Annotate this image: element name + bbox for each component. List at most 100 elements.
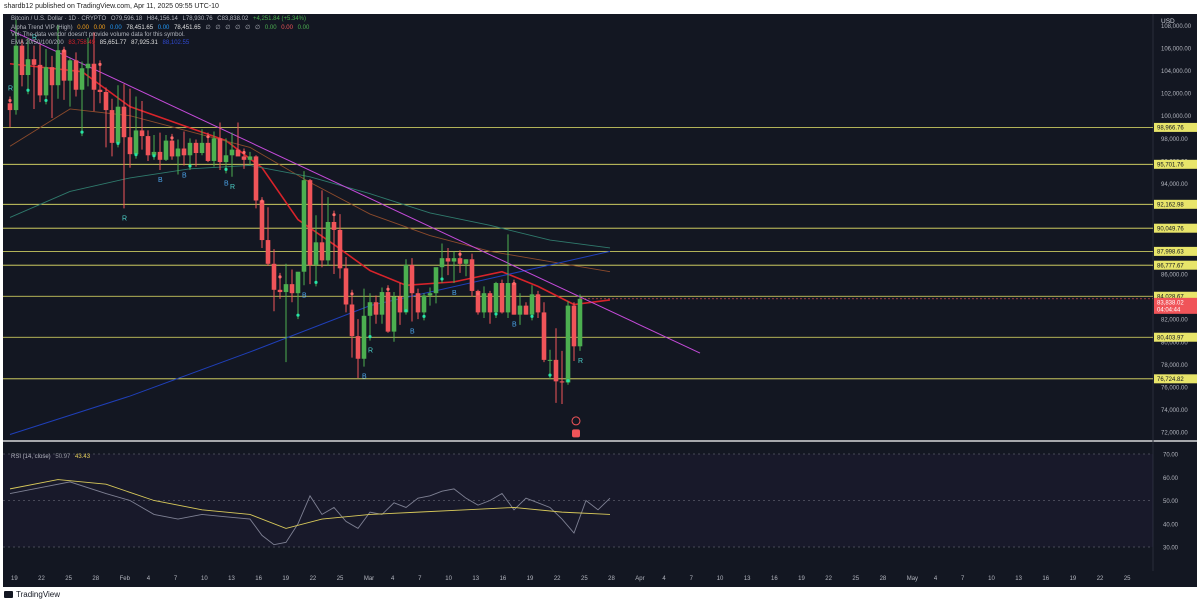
price-tick-label: 108,000.00	[1161, 24, 1192, 30]
candle-body	[229, 149, 235, 156]
candle-body	[331, 221, 337, 230]
time-tick-label: 25	[65, 576, 72, 582]
symbol-name[interactable]: Bitcoin / U.S. Dollar · 1D · CRYPTO	[11, 16, 107, 22]
candle-body	[109, 110, 115, 143]
candle	[523, 302, 529, 315]
level-price-tag	[1154, 260, 1197, 270]
candle-body	[421, 295, 427, 313]
rsi-title: RSI (14, close)	[11, 454, 51, 460]
signal-label: B	[158, 177, 163, 184]
candle	[499, 279, 505, 314]
candle	[223, 138, 229, 174]
candle	[217, 122, 223, 170]
candle	[577, 294, 583, 351]
alpha-value: 78,451.65	[126, 25, 154, 31]
candle	[559, 350, 565, 404]
candle-body	[373, 302, 379, 315]
rsi-line	[9, 481, 611, 546]
price-tick-label: 104,000.00	[1161, 69, 1192, 75]
candle-body	[427, 293, 433, 296]
candle	[343, 257, 349, 313]
candle	[253, 155, 259, 209]
candle-body	[67, 60, 73, 81]
time-tick-label: 7	[961, 576, 965, 582]
signal-dot	[350, 292, 354, 296]
candle	[133, 96, 139, 159]
countdown-label: 04:04:44	[1157, 307, 1181, 313]
candle-body	[433, 267, 439, 294]
candle-body	[439, 258, 445, 268]
candle-body	[187, 142, 193, 156]
signal-label: B	[512, 322, 517, 329]
candle	[211, 131, 217, 167]
tradingview-logo[interactable]: TradingView	[4, 590, 60, 599]
alpha-value: 0.00	[264, 25, 277, 31]
candle	[85, 37, 91, 87]
publisher-header: shardb12 published on TradingView.com, A…	[0, 0, 1200, 14]
candle-body	[205, 142, 211, 161]
candle	[433, 267, 439, 304]
level-price-label: 87,998.63	[1157, 250, 1184, 256]
time-tick-label: 16	[1042, 576, 1049, 582]
signal-label: R	[32, 35, 37, 42]
time-tick-label: 25	[852, 576, 859, 582]
legend-alpha-trend[interactable]: Alpha Trend VIP (High) 0.00 0.00 0.00 78…	[11, 24, 312, 31]
candle	[385, 285, 391, 333]
candle-body	[415, 293, 421, 313]
time-tick-label: 19	[1070, 576, 1077, 582]
candle	[481, 286, 487, 319]
time-tick-label: 19	[11, 576, 18, 582]
candle	[541, 302, 547, 363]
signal-dot	[296, 313, 300, 317]
rsi-tick-label: 70.00	[1163, 453, 1179, 459]
level-price-label: 86,777.67	[1157, 263, 1184, 269]
candle-body	[493, 283, 499, 313]
signal-dot	[386, 287, 390, 291]
candle	[367, 293, 373, 341]
signal-dot	[512, 282, 516, 286]
candle-body	[91, 63, 97, 90]
level-price-tag	[1154, 159, 1197, 169]
candle-body	[235, 149, 241, 157]
alpha-value: 0.00	[109, 25, 122, 31]
rsi-plot	[3, 453, 1153, 548]
candle	[301, 171, 307, 286]
level-price-label: 84,028.67	[1157, 295, 1184, 301]
candle-body	[325, 221, 331, 261]
signal-label: B	[452, 290, 457, 297]
price-tick-label: 86,000.00	[1161, 272, 1188, 278]
time-tick-label: 22	[38, 576, 45, 582]
candle	[79, 61, 85, 137]
candle-body	[505, 283, 511, 313]
time-tick-label: 10	[988, 576, 995, 582]
level-price-tag	[1154, 122, 1197, 132]
high-value: H84,156.14	[146, 16, 178, 22]
legend-rsi[interactable]: RSI (14, close) 50.97 43.43	[11, 454, 93, 460]
candle-body	[403, 264, 409, 313]
price-tick-label: 80,000.00	[1161, 340, 1188, 346]
candle	[361, 288, 367, 367]
signal-dot	[404, 309, 408, 313]
candle-body	[37, 64, 43, 96]
candle	[565, 301, 571, 385]
candle-body	[169, 140, 175, 157]
time-tick-label: 28	[608, 576, 615, 582]
signal-dot	[206, 135, 210, 139]
level-price-tag	[1154, 246, 1197, 256]
level-price-tag	[1154, 291, 1197, 301]
alpha-value: ∅	[245, 25, 251, 31]
candle	[265, 207, 271, 267]
time-tick-label: 16	[500, 576, 507, 582]
legend-ema[interactable]: EMA 20/50/100/200 83,758.49 85,651.77 87…	[11, 40, 192, 46]
candle	[331, 210, 337, 274]
price-tick-label: 78,000.00	[1161, 363, 1188, 369]
price-axis: 108,000.00 106,000.00 104,000.00 102,000.00…	[1154, 18, 1197, 552]
candle-body	[457, 258, 463, 264]
candle-body	[97, 89, 103, 92]
calendar-event-icon	[572, 429, 580, 438]
candle-body	[247, 156, 253, 160]
candle-body	[85, 63, 91, 69]
signal-label: B	[302, 292, 307, 299]
